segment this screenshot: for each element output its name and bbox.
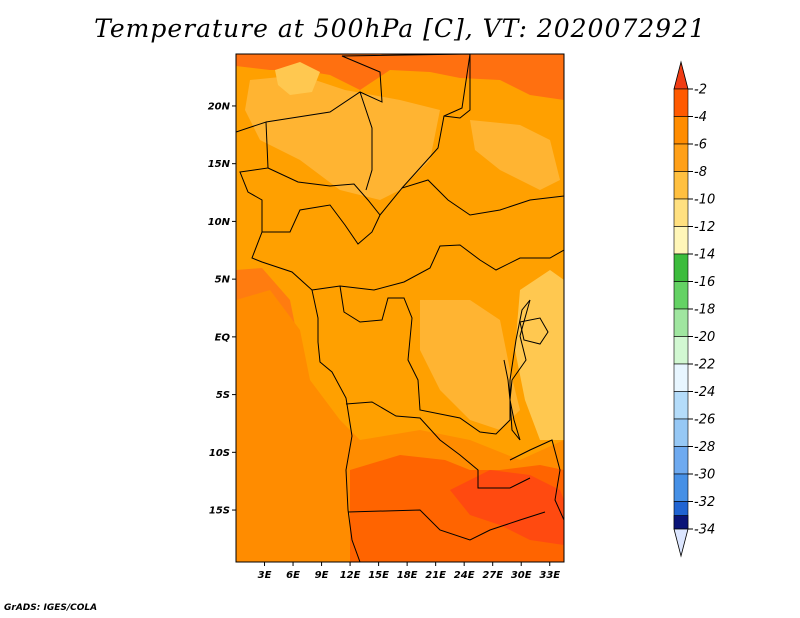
- colorbar-label: -22: [694, 358, 715, 373]
- border-sahel: [267, 167, 564, 216]
- colorbar-label: -8: [694, 165, 707, 180]
- colorbar-label: -24: [694, 385, 715, 400]
- colorbar-swatch: [673, 336, 689, 365]
- colorbar-label: -12: [694, 220, 715, 235]
- border-mozambique: [509, 439, 564, 521]
- lat-tick-label: 20N: [208, 101, 231, 112]
- border-sahara: [265, 54, 471, 189]
- colorbar-swatch: [673, 308, 689, 337]
- colorbar-swatch: [673, 515, 689, 530]
- lon-tick-label: 33E: [539, 570, 560, 581]
- colorbar-swatch: [673, 88, 689, 117]
- country-borders: [236, 54, 564, 562]
- border-chad-sudan: [443, 54, 471, 119]
- colorbar-swatch: [673, 281, 689, 310]
- field-band-east-cool: [515, 270, 564, 440]
- colorbar-label: -30: [694, 468, 715, 483]
- colorbar-swatch: [673, 363, 689, 392]
- colorbar-label: -18: [694, 303, 715, 318]
- border-congo: [339, 285, 531, 435]
- colorbar-swatch: [673, 418, 689, 447]
- lake-tanganyika: [503, 359, 521, 441]
- colorbar-label: -34: [694, 523, 715, 538]
- field-band-sahara-coolest: [275, 62, 320, 95]
- temperature-field: [236, 54, 564, 562]
- colorbar-bottom-arrow: [673, 528, 689, 558]
- colorbar-swatch: [673, 171, 689, 200]
- colorbar-top-arrow: [673, 60, 689, 90]
- colorbar-swatch: [673, 143, 689, 172]
- credit-text: GrADS: IGES/COLA: [4, 603, 98, 613]
- border-niger-chad: [359, 91, 373, 191]
- lon-tick-label: 30E: [511, 570, 532, 581]
- border-east: [509, 299, 531, 441]
- field-band-sudan-cool: [470, 120, 560, 190]
- lon-tick-label: 21E: [425, 570, 446, 581]
- lon-tick-label: 6E: [286, 570, 300, 581]
- lat-tick-label: 10N: [208, 217, 231, 228]
- colorbar-label: -16: [694, 275, 715, 290]
- lon-tick-label: 15E: [368, 570, 389, 581]
- lake-victoria: [519, 317, 549, 345]
- colorbar-swatch: [673, 253, 689, 282]
- colorbar-label: -14: [694, 248, 715, 263]
- lon-tick-label: 18E: [397, 570, 418, 581]
- lat-tick-label: 5N: [215, 275, 231, 286]
- colorbar-swatch: [673, 116, 689, 145]
- lat-tick-label: EQ: [215, 332, 231, 343]
- field-band-congo-cool: [420, 300, 520, 430]
- colorbar-label: -2: [694, 83, 707, 98]
- colorbar-swatch: [673, 226, 689, 255]
- lon-tick-label: 3E: [258, 570, 272, 581]
- colorbar-label: -20: [694, 330, 715, 345]
- colorbar-label: -6: [694, 138, 707, 153]
- colorbar-label: -10: [694, 193, 715, 208]
- border-namibia: [347, 509, 546, 541]
- field-band-north: [236, 54, 564, 100]
- colorbar-label: -4: [694, 110, 707, 125]
- lon-tick-label: 24E: [454, 570, 475, 581]
- colorbar-swatch: [673, 446, 689, 475]
- colorbar-label: -32: [694, 495, 715, 510]
- border-angola: [345, 401, 531, 489]
- lon-tick-label: 12E: [340, 570, 361, 581]
- lat-tick-label: 15S: [209, 506, 230, 517]
- chart-title: Temperature at 500hPa [C], VT: 202007292…: [94, 14, 706, 43]
- colorbar-swatch: [673, 473, 689, 502]
- colorbar-swatch: [673, 198, 689, 227]
- field-band-sahara-cool: [245, 75, 440, 200]
- lat-tick-label: 15N: [208, 159, 231, 170]
- border-cameroon-car: [311, 244, 564, 291]
- lon-tick-label: 27E: [482, 570, 503, 581]
- lat-tick-label: 10S: [209, 448, 230, 459]
- colorbar-label: -28: [694, 440, 715, 455]
- longitude-ticks: 3E 6E 9E 12E 15E 18E 21E 24E 27E 30E 33E: [258, 562, 560, 581]
- map-frame: [235, 53, 565, 563]
- latitude-ticks: 20N 15N 10N 5N EQ 5S 10S 15S: [208, 101, 236, 517]
- lat-tick-label: 5S: [216, 390, 230, 401]
- colorbar-swatch: [673, 391, 689, 420]
- colorbar: -2 -4 -6 -8 -10 -12 -14 -16 -18 -20 -22 -24 -26 -28 -3…: [673, 60, 715, 558]
- field-band-southeast-hot: [450, 470, 564, 545]
- colorbar-label: -26: [694, 413, 715, 428]
- lon-tick-label: 9E: [315, 570, 329, 581]
- border-westafrica: [262, 204, 381, 245]
